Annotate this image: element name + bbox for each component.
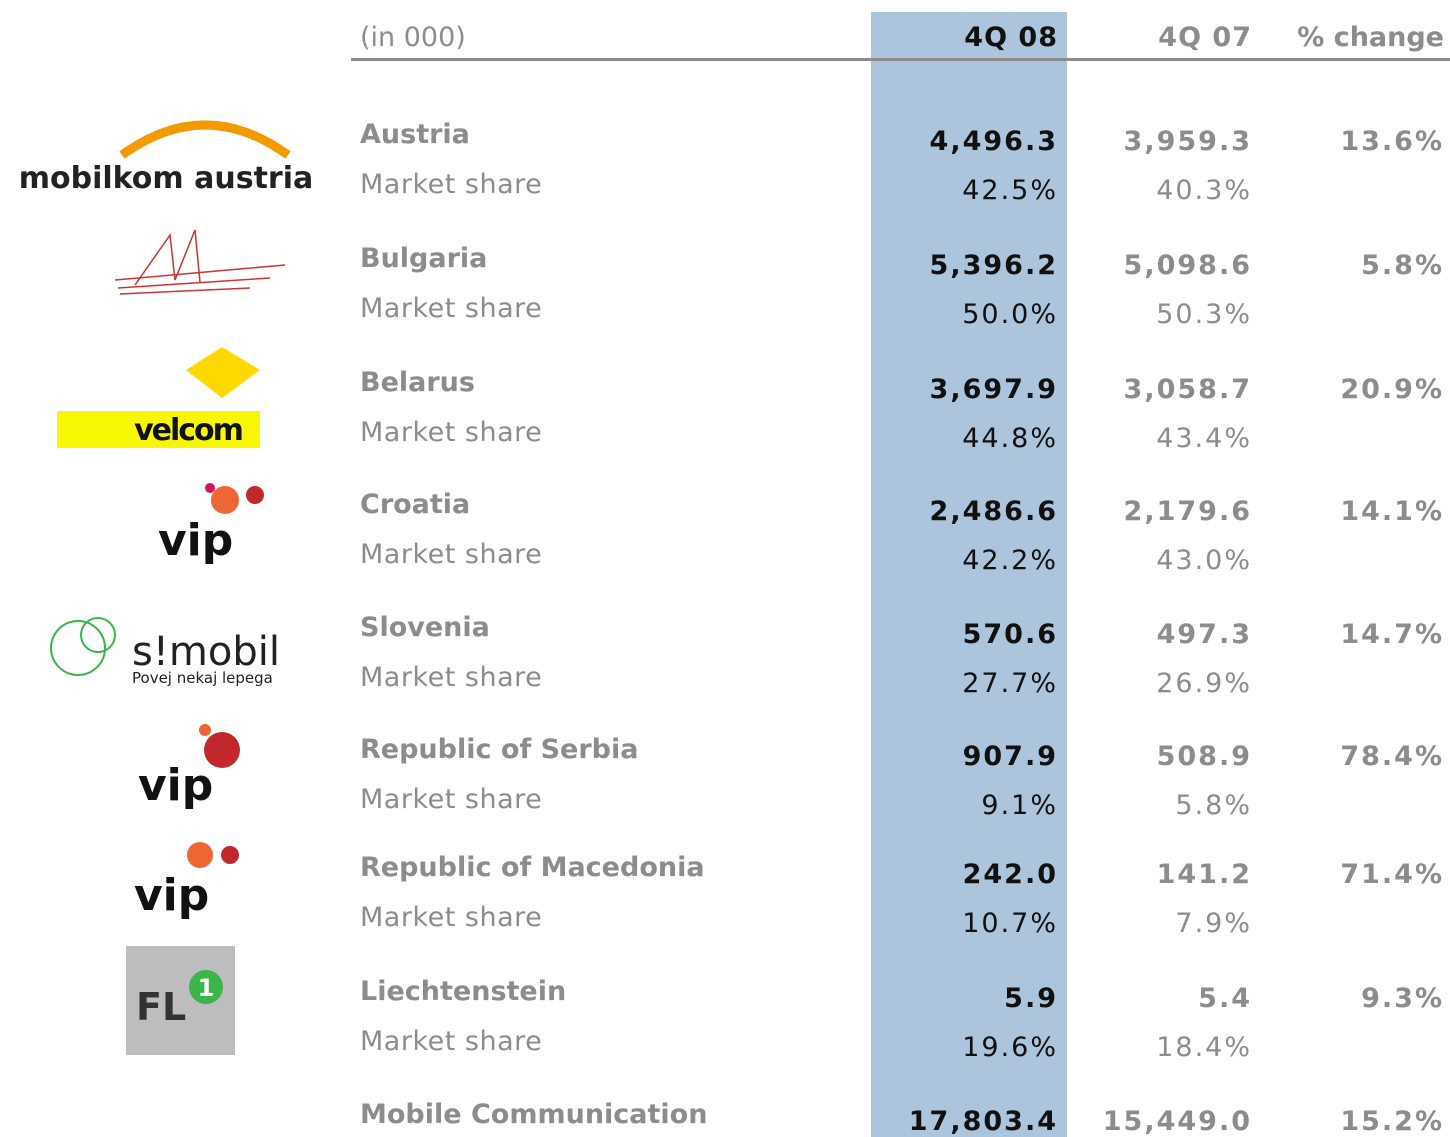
share-label: Market share — [360, 902, 543, 933]
share-value: 50.0% — [962, 299, 1058, 330]
value: 242.0 — [962, 859, 1058, 890]
logo-text: vip — [158, 515, 233, 566]
country-label: Belarus — [360, 367, 475, 398]
logo-dot — [204, 732, 240, 768]
value: 14.1% — [1340, 496, 1444, 527]
value: 4,496.3 — [929, 126, 1058, 157]
share-value: 43.4% — [1156, 423, 1252, 454]
logo-text: vip — [138, 760, 213, 811]
total-label: Mobile Communication — [360, 1099, 708, 1130]
column-header: 4Q 07 — [1158, 22, 1252, 53]
country-label: Republic of Macedonia — [360, 852, 705, 883]
country-label: Republic of Serbia — [360, 734, 639, 765]
logo-dot — [211, 486, 239, 514]
share-value: 10.7% — [962, 908, 1058, 939]
logos: mobilkom austria velcom vip s!mobil Pove… — [19, 120, 314, 1055]
share-value: 50.3% — [1156, 299, 1252, 330]
country-label: Austria — [360, 119, 470, 150]
total-value: 15,449.0 — [1102, 1106, 1252, 1137]
share-label: Market share — [360, 169, 543, 200]
logo-ring — [80, 617, 116, 653]
logo-text: Povej nekaj lepega — [132, 669, 273, 687]
logo-dot — [205, 483, 215, 493]
share-label: Market share — [360, 293, 543, 324]
column-header: 4Q 08 — [964, 22, 1058, 53]
share-value: 42.5% — [962, 175, 1058, 206]
value: 5.4 — [1198, 983, 1252, 1014]
logo-ring — [50, 620, 106, 676]
value: 3,058.7 — [1123, 374, 1252, 405]
value: 5,396.2 — [929, 250, 1058, 281]
logo-text: s!mobil — [132, 629, 280, 675]
logo-box — [57, 411, 260, 448]
value: 497.3 — [1156, 619, 1252, 650]
share-value: 42.2% — [962, 545, 1058, 576]
logo-text: FL — [136, 985, 186, 1029]
share-value: 7.9% — [1175, 908, 1252, 939]
logo-dot — [187, 842, 213, 868]
total-value: 17,803.4 — [908, 1106, 1058, 1137]
logo-arc — [119, 120, 291, 159]
country-label: Bulgaria — [360, 243, 488, 274]
logo-dot — [199, 724, 211, 736]
highlight-column — [871, 12, 1067, 1137]
value: 141.2 — [1156, 859, 1252, 890]
logo-dot — [246, 486, 264, 504]
value: 907.9 — [962, 741, 1058, 772]
logo-diamond — [186, 347, 260, 398]
share-value: 19.6% — [962, 1032, 1058, 1063]
share-label: Market share — [360, 539, 543, 570]
share-value: 18.4% — [1156, 1032, 1252, 1063]
share-value: 27.7% — [962, 668, 1058, 699]
value: 71.4% — [1340, 859, 1444, 890]
logo-dot — [221, 846, 239, 864]
total-value: 15.2% — [1340, 1106, 1444, 1137]
share-value: 5.8% — [1175, 790, 1252, 821]
header-rule — [351, 58, 1450, 61]
value: 14.7% — [1340, 619, 1444, 650]
value: 78.4% — [1340, 741, 1444, 772]
share-value: 44.8% — [962, 423, 1058, 454]
value: 5.9 — [1004, 983, 1058, 1014]
logo-text: vip — [134, 870, 209, 921]
logo-dot — [189, 970, 223, 1004]
logo-text: mobilkom austria — [19, 161, 314, 196]
logo-text: velcom — [134, 413, 242, 448]
country-label: Liechtenstein — [360, 976, 567, 1007]
share-label: Market share — [360, 784, 543, 815]
unit-label: (in 000) — [360, 22, 466, 53]
column-header: % change — [1297, 22, 1444, 53]
share-label: Market share — [360, 1026, 543, 1057]
value: 3,697.9 — [929, 374, 1058, 405]
value: 13.6% — [1340, 126, 1444, 157]
value: 5,098.6 — [1123, 250, 1252, 281]
value: 3,959.3 — [1123, 126, 1252, 157]
share-value: 9.1% — [981, 790, 1058, 821]
value: 570.6 — [962, 619, 1058, 650]
logo-text: 1 — [198, 974, 215, 1002]
logo-mtel — [114, 229, 286, 295]
share-value: 40.3% — [1156, 175, 1252, 206]
logo-box — [126, 946, 235, 1055]
value: 20.9% — [1340, 374, 1444, 405]
share-label: Market share — [360, 417, 543, 448]
value: 9.3% — [1361, 983, 1444, 1014]
value: 508.9 — [1156, 741, 1252, 772]
value: 5.8% — [1361, 250, 1444, 281]
value: 2,486.6 — [929, 496, 1058, 527]
share-value: 43.0% — [1156, 545, 1252, 576]
country-label: Croatia — [360, 489, 471, 520]
value: 2,179.6 — [1123, 496, 1252, 527]
country-label: Slovenia — [360, 612, 490, 643]
share-label: Market share — [360, 662, 543, 693]
share-value: 26.9% — [1156, 668, 1252, 699]
